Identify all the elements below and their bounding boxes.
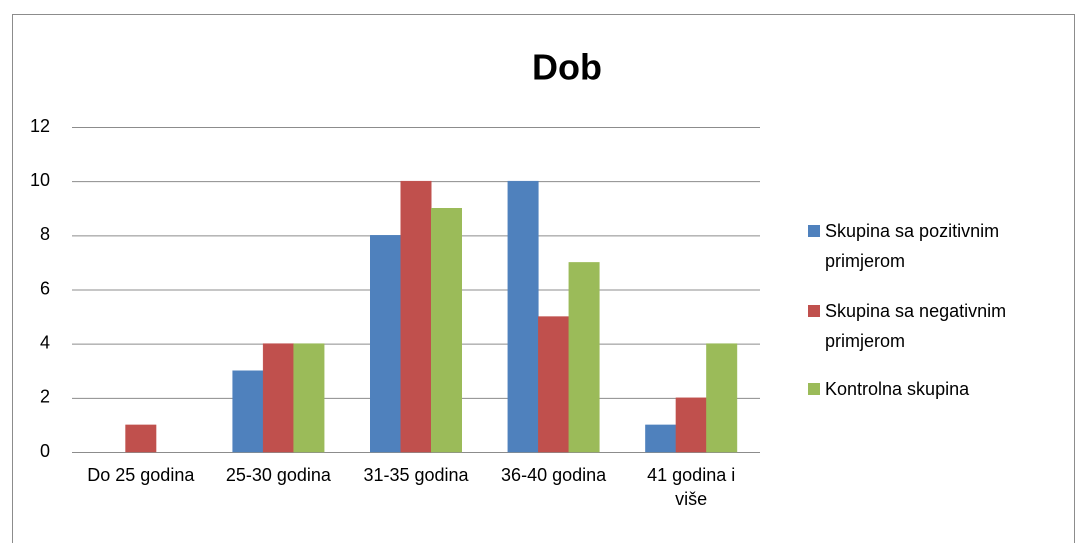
y-tick-label: 6 — [40, 278, 50, 298]
chart-title: Dob — [532, 47, 602, 88]
y-tick-label: 10 — [30, 170, 50, 190]
bar — [538, 316, 570, 453]
y-tick-label: 2 — [40, 387, 50, 407]
bar — [293, 343, 325, 453]
bar — [125, 424, 157, 453]
x-tick-label: 36-40 godina — [501, 465, 607, 485]
legend-label: Skupina sa pozitivnim primjerom — [825, 221, 1000, 271]
x-tick-label: 25-30 godina — [225, 465, 331, 485]
x-tick-label: 31-35 godina — [363, 465, 469, 485]
y-tick-label: 8 — [40, 224, 50, 244]
bar — [370, 235, 401, 453]
y-tick-label: 12 — [30, 116, 50, 136]
bar — [645, 424, 677, 453]
legend-swatch — [808, 305, 820, 317]
bar — [507, 180, 539, 453]
legend-label: Kontrolna skupina — [825, 379, 970, 399]
bar — [400, 180, 432, 453]
legend-swatch — [808, 225, 820, 237]
x-tick-label: 41 godina i više — [647, 465, 736, 509]
legend-label: Skupina sa negativnim primjerom — [825, 301, 1007, 351]
bar — [568, 262, 600, 453]
bar — [675, 397, 707, 453]
bar — [232, 370, 264, 453]
bar — [431, 208, 462, 453]
x-tick-label: Do 25 godina — [87, 465, 195, 485]
bar — [262, 343, 294, 453]
y-tick-label: 4 — [40, 332, 50, 352]
bar — [706, 343, 738, 453]
y-tick-label: 0 — [40, 441, 50, 461]
legend-swatch — [808, 383, 820, 395]
chart-border — [12, 14, 1075, 543]
